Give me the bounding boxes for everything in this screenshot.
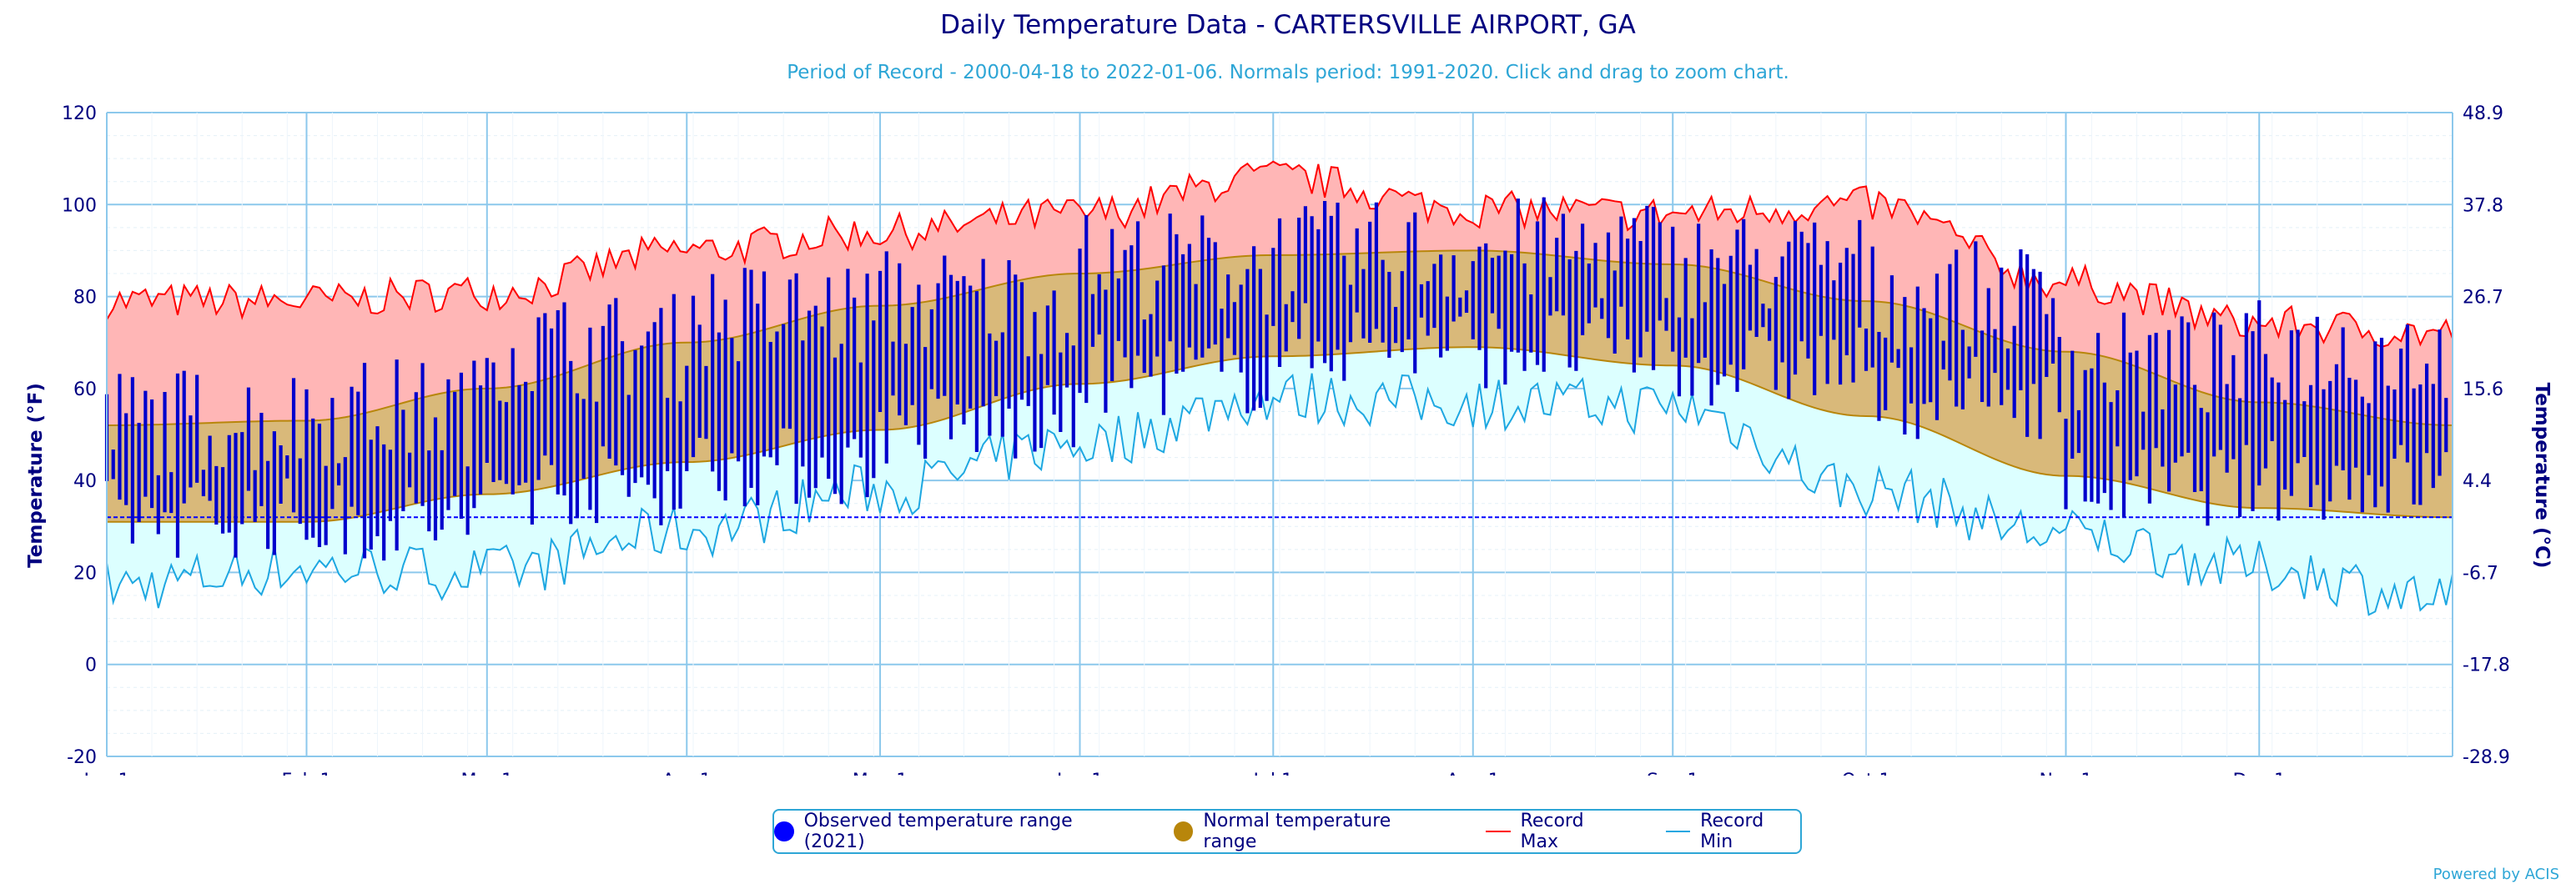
legend-record-min-label: Record Min [1700,811,1764,852]
legend-normal[interactable]: Normal temperature range [1173,811,1446,852]
y2-tick-label: -28.9 [2463,747,2510,768]
y2-tick-label: -6.7 [2463,563,2498,584]
record-max-area [107,161,2453,425]
y-tick-label: 0 [85,655,97,676]
y-tick-label: 20 [73,563,97,584]
y2-tick-label: 37.8 [2463,195,2503,216]
y2-tick-label: -17.8 [2463,655,2510,676]
x-tick-label: Dec 1 [2232,771,2286,776]
legend-observed[interactable]: Observed temperature range (2021) [774,811,1134,852]
x-tick-label: Jul 1 [1252,771,1294,776]
y-tick-label: 120 [62,103,97,124]
legend-record-min[interactable]: Record Min [1665,811,1800,852]
record-min-swatch [1665,831,1691,832]
y-tick-label: 60 [73,379,97,400]
legend-normal-label: Normal temperature range [1203,811,1391,852]
chart-subtitle: Period of Record - 2000-04-18 to 2022-01… [787,62,1789,83]
y2-axis-label: Temperature (°C) [2531,383,2553,569]
x-tick-label: Jun 1 [1055,771,1103,776]
legend-record-max[interactable]: Record Max [1486,811,1626,852]
normal-swatch [1173,821,1194,841]
y-axis-label: Temperature (°F) [25,383,47,568]
x-tick-label: Oct 1 [1841,771,1890,776]
x-tick-label: Apr 1 [662,771,712,776]
x-tick-label: Nov 1 [2040,771,2093,776]
y-tick-label: 40 [73,471,97,492]
y2-tick-label: 15.6 [2463,379,2503,400]
y-tick-label: 100 [62,195,97,216]
record-max-swatch [1486,831,1511,832]
chart-legend: Observed temperature range (2021) Normal… [772,809,1802,854]
x-tick-label: Mar 1 [461,771,514,776]
y-tick-label: 80 [73,288,97,309]
y2-tick-label: 26.7 [2463,288,2503,309]
record-min-line [106,373,2453,616]
y-tick-label: -20 [67,747,97,768]
temperature-chart[interactable]: Temperature (°F) Temperature (°C) 120 100… [0,0,2576,776]
x-tick-label: May 1 [853,771,908,776]
legend-record-max-label: Record Max [1520,811,1584,852]
record-max-line [106,160,2453,348]
acis-credit-link[interactable]: Powered by ACIS [2433,866,2559,883]
legend-observed-label: Observed temperature range (2021) [803,811,1073,852]
x-tick-label: Aug 1 [1446,771,1500,776]
x-tick-label: Sep 1 [1647,771,1698,776]
y2-tick-label: 4.4 [2463,471,2492,492]
x-tick-label: Jan 1 [83,771,130,776]
x-tick-label: Feb 1 [282,771,332,776]
y2-tick-label: 48.9 [2463,103,2503,124]
chart-title: Daily Temperature Data - CARTERSVILLE AI… [940,10,1636,40]
observed-swatch [774,821,794,841]
